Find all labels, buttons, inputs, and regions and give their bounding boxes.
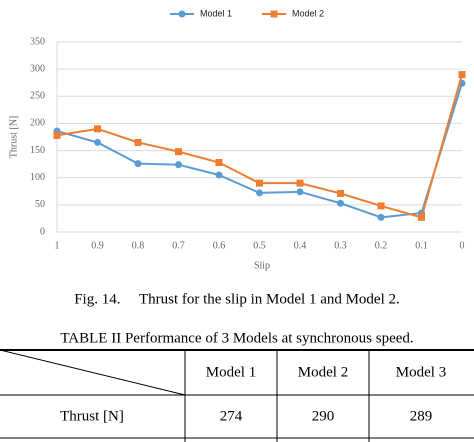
point	[215, 171, 223, 179]
y-axis-label: Thrust [N]	[8, 116, 19, 159]
x-tick-label: 0.1	[415, 240, 428, 251]
x-tick-label: 0.7	[172, 240, 185, 251]
point	[94, 138, 101, 146]
point	[337, 199, 344, 207]
y-tick-label: 100	[30, 172, 45, 183]
x-tick-label: 0.6	[213, 240, 226, 251]
x-tick-label: 0.2	[375, 240, 388, 251]
figure-caption: Fig. 14. Thrust for the slip in Model 1 …	[74, 291, 400, 307]
table-lines	[0, 349, 474, 442]
point	[458, 71, 466, 79]
point	[337, 189, 344, 197]
x-tick-label: 0.8	[132, 240, 145, 251]
table-cell: 289	[410, 408, 433, 424]
point	[377, 213, 385, 221]
table-header: Model 2	[298, 364, 348, 380]
legend-label: Model 2	[292, 8, 324, 18]
point	[134, 138, 142, 146]
point	[418, 213, 425, 221]
point	[175, 148, 182, 156]
y-tick-label: 250	[30, 91, 45, 102]
legend-marker	[178, 10, 186, 18]
y-tick-label: 150	[30, 145, 45, 156]
table-cell: Thrust [N]	[60, 408, 124, 424]
x-axis-label: Slip	[254, 260, 270, 271]
x-tick-label: 1	[55, 240, 60, 251]
point	[296, 188, 304, 196]
point	[256, 179, 263, 187]
table-cell: 290	[312, 408, 335, 424]
point	[94, 125, 101, 133]
x-tick-label: 0	[460, 240, 465, 251]
legend-marker	[270, 10, 278, 18]
point	[215, 159, 223, 167]
table-cell: 274	[220, 408, 243, 424]
table-title: TABLE II Performance of 3 Models at sync…	[60, 330, 413, 346]
x-tick-label: 0.3	[334, 240, 347, 251]
point	[53, 131, 61, 139]
legend-label: Model 1	[200, 8, 232, 18]
point	[296, 179, 304, 187]
x-tick-label: 0.4	[294, 240, 307, 251]
table-header: Model 3	[396, 364, 446, 380]
point	[256, 189, 263, 197]
point	[377, 202, 385, 210]
y-tick-label: 300	[30, 63, 45, 74]
y-tick-label: 200	[30, 118, 45, 129]
table-header: Model 1	[206, 364, 256, 380]
y-tick-label: 350	[30, 36, 45, 47]
y-tick-label: 0	[40, 226, 45, 237]
y-tick-label: 50	[35, 199, 45, 210]
x-tick-label: 0.5	[253, 240, 266, 251]
point	[175, 161, 182, 169]
x-tick-label: 0.9	[91, 240, 104, 251]
point	[134, 160, 142, 168]
